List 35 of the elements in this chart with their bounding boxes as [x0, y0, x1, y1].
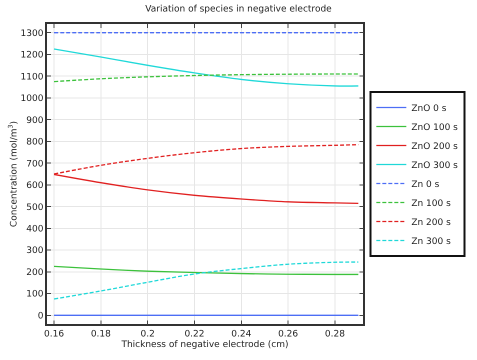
legend-label: ZnO 300 s — [411, 161, 458, 172]
line-series — [53, 261, 359, 300]
y-tick-label: 800 — [26, 138, 44, 148]
y-tick-label: 300 — [26, 246, 44, 256]
y-tick-label: 900 — [26, 116, 44, 126]
x-tick-label: 0.18 — [90, 330, 112, 340]
line-series — [53, 266, 359, 276]
x-tick-label: 0.16 — [44, 330, 64, 340]
y-tick-label: 600 — [26, 181, 44, 192]
x-axis-title: Thickness of negative electrode (cm) — [120, 340, 289, 350]
y-tick-label: 400 — [26, 224, 44, 234]
y-tick-label: 200 — [26, 268, 44, 278]
y-tick-label: 700 — [26, 159, 44, 170]
legend-label: ZnO 200 s — [411, 142, 458, 152]
y-tick-label: 100 — [26, 290, 44, 300]
line-series — [53, 73, 359, 82]
x-tick-label: 0.2 — [140, 330, 155, 340]
legend-label: Zn 100 s — [411, 199, 452, 210]
x-tick-label: 0.28 — [324, 330, 346, 340]
y-tick-label: 1300 — [20, 28, 44, 39]
legend-label: Zn 0 s — [411, 180, 440, 190]
y-tick-label: 1000 — [20, 94, 44, 104]
legend-label: ZnO 0 s — [411, 104, 447, 114]
legend-label: ZnO 100 s — [411, 123, 458, 134]
x-tick-label: 0.24 — [231, 330, 252, 340]
y-tick-label: 1100 — [20, 72, 44, 82]
y-tick-label: 1200 — [20, 50, 44, 61]
x-tick-label: 0.26 — [278, 330, 298, 340]
x-tick-label: 0.22 — [184, 330, 204, 340]
y-tick-label: 0 — [38, 311, 44, 322]
chart-title: Variation of species in negative electrode — [145, 4, 332, 15]
legend-label: Zn 200 s — [411, 218, 452, 228]
line-series — [53, 48, 359, 87]
y-tick-label: 500 — [26, 202, 44, 213]
legend-label: Zn 300 s — [411, 237, 452, 248]
